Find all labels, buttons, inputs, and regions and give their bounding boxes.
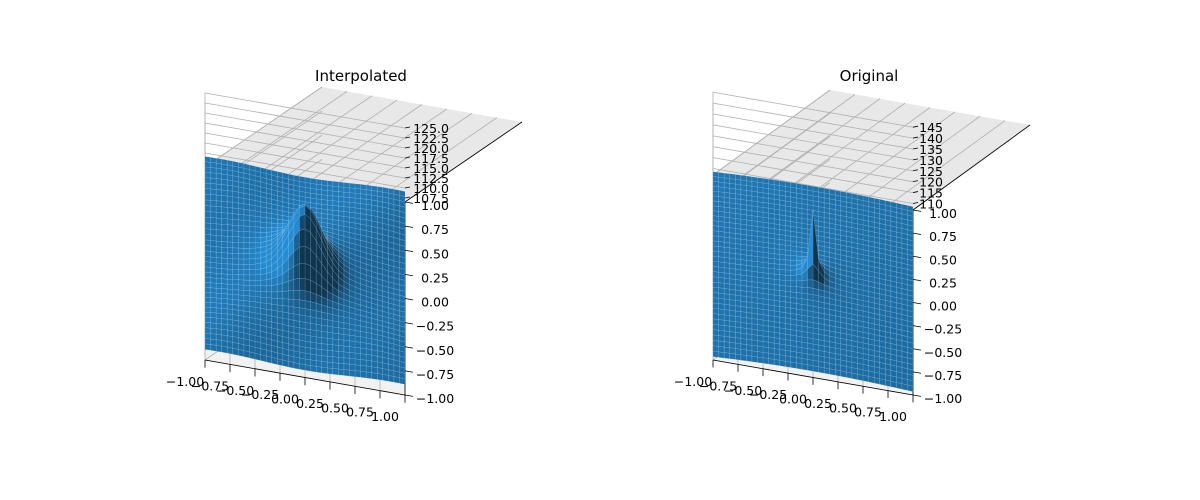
z-tick-label: 110.0 xyxy=(413,181,449,196)
x-tick-label: −0.50 xyxy=(724,383,762,398)
z-tick-label: 112.5 xyxy=(413,171,449,186)
y-tick-label: 0.00 xyxy=(421,295,449,310)
x-tick-label: 0.75 xyxy=(854,405,882,420)
z-tick-label: 115.0 xyxy=(413,161,449,176)
x-tick-label: 0.00 xyxy=(271,392,299,407)
x-tick-label: 0.00 xyxy=(779,392,807,407)
y-tick-label: 0.50 xyxy=(929,252,957,267)
z-tick-label: 145 xyxy=(919,120,943,135)
z-axis-line xyxy=(912,124,1031,211)
z-tick-label: 107.5 xyxy=(413,191,449,206)
subplot-interpolated: −1.00−0.75−0.50−0.250.000.250.500.751.00… xyxy=(166,67,523,424)
y-tick-label: −0.50 xyxy=(416,343,454,358)
y-tick-label: −0.75 xyxy=(416,367,454,382)
subplot-original: −1.00−0.75−0.50−0.250.000.250.500.751.00… xyxy=(674,67,1031,424)
x-tick-label: −0.75 xyxy=(191,378,229,393)
y-tick-label: 0.75 xyxy=(421,222,449,237)
x-tick-label: −1.00 xyxy=(166,374,204,389)
z-tick-label: 125 xyxy=(919,164,943,179)
x-tick-label: 1.00 xyxy=(371,409,399,424)
y-tick-label: −0.50 xyxy=(924,345,962,360)
y-tick-label: 0.25 xyxy=(929,275,957,290)
z-tick-label: 120.0 xyxy=(413,141,449,156)
tick-marks-interpolated xyxy=(204,126,414,403)
x-tick-label: −0.50 xyxy=(216,383,254,398)
x-tick-label: 0.25 xyxy=(296,396,324,411)
x-tick-label: −0.25 xyxy=(241,387,279,402)
y-tick-label: −1.00 xyxy=(924,391,962,406)
z-tick-label: 117.5 xyxy=(413,151,449,166)
tick-labels-original: −1.00−0.75−0.50−0.250.000.250.500.751.00… xyxy=(674,120,962,424)
tick-marks-original xyxy=(712,125,922,403)
x-tick-label: 0.25 xyxy=(804,396,832,411)
x-tick-label: 0.50 xyxy=(829,400,857,415)
z-tick-label: 120 xyxy=(919,175,943,190)
x-tick-label: 0.50 xyxy=(321,400,349,415)
y-tick-label: 1.00 xyxy=(929,206,957,221)
y-tick-label: −0.25 xyxy=(416,319,454,334)
tick-labels-interpolated: −1.00−0.75−0.50−0.250.000.250.500.751.00… xyxy=(166,121,454,424)
x-tick-label: −1.00 xyxy=(674,374,712,389)
y-tick-label: −0.25 xyxy=(924,322,962,337)
y-tick-label: 0.75 xyxy=(929,229,957,244)
y-tick-label: 0.50 xyxy=(421,246,449,261)
surface-interpolated xyxy=(204,156,406,385)
z-tick-label: 130 xyxy=(919,153,943,168)
x-tick-label: 1.00 xyxy=(879,409,907,424)
y-tick-label: 0.25 xyxy=(421,270,449,285)
z-tick-label: 110 xyxy=(919,197,943,212)
z-axis-line xyxy=(404,121,523,203)
x-tick-label: 0.75 xyxy=(346,405,374,420)
y-tick-label: 1.00 xyxy=(421,198,449,213)
z-tick-label: 140 xyxy=(919,131,943,146)
z-tick-label: 125.0 xyxy=(413,121,449,136)
z-tick-label: 115 xyxy=(919,186,943,201)
y-tick-label: 0.00 xyxy=(929,299,957,314)
y-tick-label: −0.75 xyxy=(924,368,962,383)
z-tick-label: 122.5 xyxy=(413,131,449,146)
surface-original xyxy=(712,171,914,392)
z-tick-label: 135 xyxy=(919,142,943,157)
chart-title-original: Original xyxy=(840,67,899,85)
x-tick-label: −0.75 xyxy=(699,378,737,393)
y-tick-label: −1.00 xyxy=(416,391,454,406)
x-tick-label: −0.25 xyxy=(749,387,787,402)
chart-title-interpolated: Interpolated xyxy=(315,67,407,85)
